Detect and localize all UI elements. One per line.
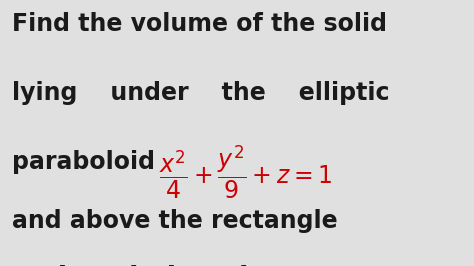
Text: and above the rectangle: and above the rectangle — [12, 209, 337, 233]
Text: paraboloid: paraboloid — [12, 150, 155, 174]
Text: $\dfrac{x^2}{4}+\dfrac{y^2}{9}+z=1$: $\dfrac{x^2}{4}+\dfrac{y^2}{9}+z=1$ — [159, 144, 332, 201]
Text: Find the volume of the solid: Find the volume of the solid — [12, 12, 387, 36]
Text: lying    under    the    elliptic: lying under the elliptic — [12, 81, 389, 105]
Text: $R=[-1,1]\times[-2,2]$: $R=[-1,1]\times[-2,2]$ — [12, 263, 247, 266]
